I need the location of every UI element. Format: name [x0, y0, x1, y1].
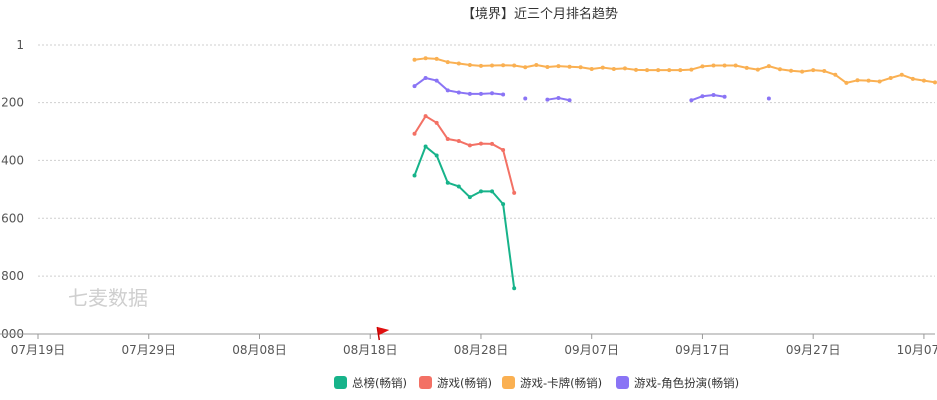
data-point [766, 96, 771, 101]
chart-title: 【境界】近三个月排名趋势 [462, 6, 618, 22]
series-3 [412, 75, 771, 103]
legend[interactable]: 总榜(畅销) 游戏(畅销) 游戏-卡牌(畅销) 游戏-角色扮演(畅销) [334, 376, 739, 390]
series-line [691, 94, 725, 102]
y-tick-label: 800 [1, 269, 24, 283]
legend-label: 游戏-角色扮演(畅销) [634, 376, 739, 390]
x-axis: 07月19日 07月29日 08月08日 08月18日 08月28日 09月07日 09月1… [0, 333, 937, 357]
x-tick-label: 08月28日 [454, 343, 509, 357]
legend-item[interactable]: 游戏-角色扮演(畅销) [616, 376, 739, 390]
watermark: 七麦数据 [68, 286, 148, 310]
y-tick-label: 1 [16, 38, 24, 52]
x-tick-label: 09月17日 [675, 343, 730, 357]
flag-cloth [377, 327, 390, 335]
flag-marker-icon[interactable] [376, 326, 390, 341]
series-line [413, 115, 516, 194]
legend-item[interactable]: 游戏(畅销) [419, 376, 492, 390]
legend-label: 游戏-卡牌(畅销) [520, 376, 602, 390]
legend-swatch [616, 376, 629, 389]
series-line [414, 57, 936, 84]
series-1 [412, 114, 517, 195]
x-tick-label: 09月27日 [786, 343, 841, 357]
legend-item[interactable]: 总榜(畅销) [334, 376, 407, 390]
x-tick-label: 07月19日 [11, 343, 66, 357]
y-tick-label: 600 [1, 211, 24, 225]
legend-label: 总榜(畅销) [352, 376, 407, 390]
x-tick-label: 09月07日 [564, 343, 619, 357]
legend-swatch [419, 376, 432, 389]
x-tick-label: 10月07日 [897, 343, 937, 357]
legend-swatch [334, 376, 347, 389]
flag-pole [376, 326, 381, 341]
series-2 [412, 56, 937, 85]
grid-lines [38, 44, 935, 277]
y-tick-label: 200 [1, 96, 24, 110]
y-tick-label: 400 [1, 153, 24, 167]
x-tick-label: 07月29日 [121, 343, 176, 357]
legend-swatch [502, 376, 515, 389]
series-line [413, 76, 504, 96]
data-point [523, 96, 528, 101]
series-line [413, 145, 516, 289]
y-axis: 12004006008001,000 [0, 38, 24, 341]
series-0 [412, 144, 517, 291]
x-tick-label: 08月18日 [343, 343, 398, 357]
legend-label: 游戏(畅销) [437, 376, 492, 390]
x-tick-label: 08月08日 [232, 343, 287, 357]
legend-item[interactable]: 游戏-卡牌(畅销) [502, 376, 602, 390]
series-lines [412, 56, 937, 291]
series-line [547, 96, 570, 102]
